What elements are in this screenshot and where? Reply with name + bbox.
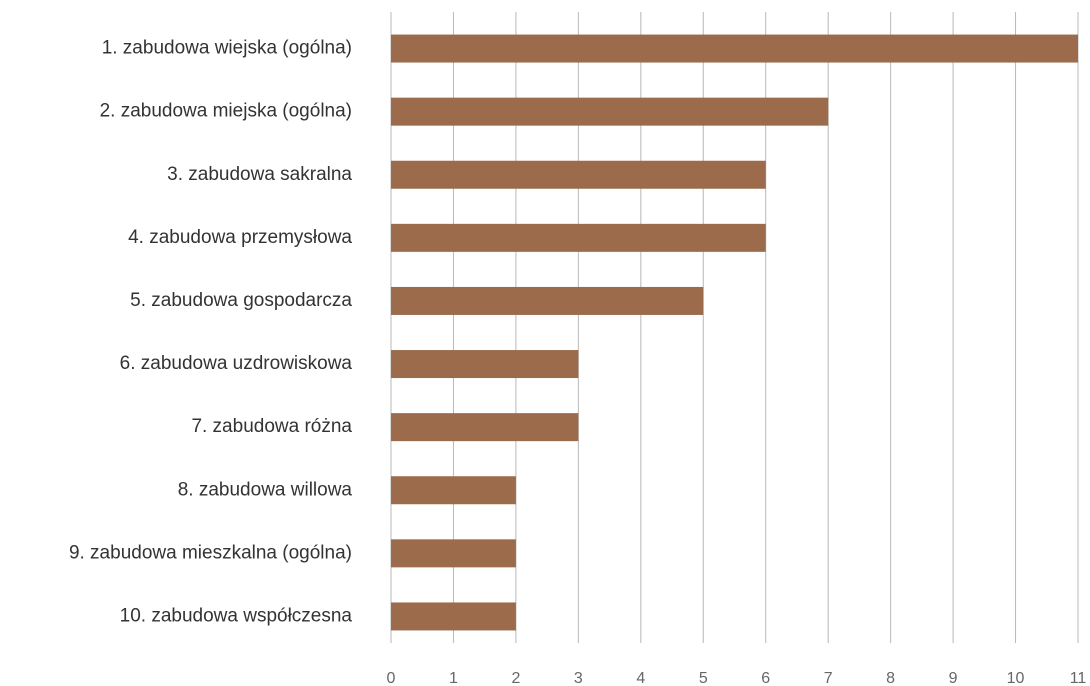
bar xyxy=(391,160,766,189)
x-tick-label: 6 xyxy=(761,670,770,686)
x-tick-label: 9 xyxy=(949,670,958,686)
y-tick-label: 5. zabudowa gospodarcza xyxy=(130,290,352,311)
x-tick-label: 1 xyxy=(449,670,458,686)
y-tick-label: 4. zabudowa przemysłowa xyxy=(128,227,352,248)
y-tick-label: 8. zabudowa willowa xyxy=(178,479,353,500)
x-tick-label: 5 xyxy=(699,670,708,686)
x-tick-label: 3 xyxy=(574,670,583,686)
bar xyxy=(391,476,516,505)
y-tick-label: 10. zabudowa współczesna xyxy=(120,605,353,626)
bar xyxy=(391,539,516,568)
x-tick-label: 8 xyxy=(886,670,895,686)
x-tick-label: 0 xyxy=(387,670,396,686)
bar xyxy=(391,413,579,442)
y-tick-label: 7. zabudowa różna xyxy=(191,416,352,437)
x-tick-label: 2 xyxy=(511,670,520,686)
bar xyxy=(391,223,766,252)
bar xyxy=(391,97,829,126)
x-tick-label: 10 xyxy=(1007,670,1025,686)
y-tick-label: 1. zabudowa wiejska (ogólna) xyxy=(102,38,352,59)
bar xyxy=(391,602,516,631)
x-tick-label: 11 xyxy=(1070,670,1087,686)
y-tick-label: 9. zabudowa mieszkalna (ogólna) xyxy=(69,542,352,563)
y-tick-label: 3. zabudowa sakralna xyxy=(167,164,352,185)
bar xyxy=(391,34,1078,63)
bar xyxy=(391,286,704,315)
bar xyxy=(391,350,579,379)
y-tick-label: 6. zabudowa uzdrowiskowa xyxy=(120,353,353,374)
x-tick-label: 4 xyxy=(636,670,645,686)
x-tick-label: 7 xyxy=(824,670,833,686)
y-tick-label: 2. zabudowa miejska (ogólna) xyxy=(100,101,352,122)
